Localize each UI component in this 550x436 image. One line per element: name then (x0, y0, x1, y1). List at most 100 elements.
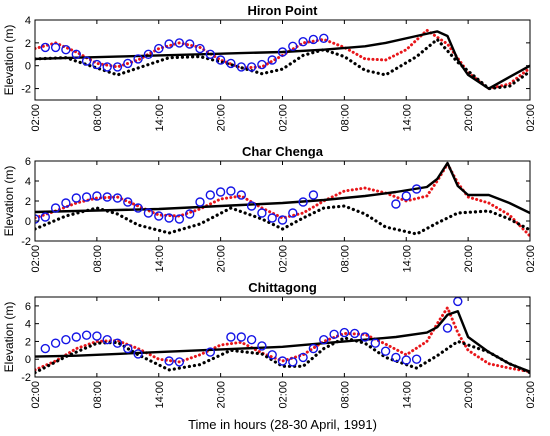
x-tick-label: 14:00 (401, 381, 413, 409)
observed-point (267, 350, 277, 360)
observed-point (308, 34, 319, 45)
observed-point (298, 352, 308, 363)
observed-point (71, 193, 82, 203)
observed-point (102, 62, 112, 72)
x-tick-label: 02:00 (30, 381, 42, 409)
x-tick-label: 20:00 (463, 245, 475, 273)
observed-point (277, 47, 288, 57)
observed-point (226, 186, 236, 196)
x-tick-label: 08:00 (339, 104, 351, 132)
x-tick-label: 08:00 (92, 381, 104, 409)
observed-point (401, 355, 411, 365)
observed-point (267, 55, 277, 65)
series-group (35, 28, 530, 91)
observed-point (277, 356, 288, 366)
observed-point (298, 37, 308, 47)
observed-point (288, 357, 298, 367)
observed-point (92, 191, 102, 201)
observed-point (339, 327, 350, 338)
observed-point (61, 198, 71, 208)
x-tick-label: 20:00 (216, 245, 228, 273)
observed-point (267, 213, 277, 223)
x-tick-label: 14:00 (154, 104, 166, 132)
observed-point (277, 215, 288, 225)
y-axis-label: Elevation (m) (2, 302, 16, 373)
observed-point (40, 42, 50, 53)
observed-point (143, 208, 154, 218)
observed-point (123, 343, 133, 354)
panel-title: Hiron Point (247, 3, 318, 18)
observed-point (92, 331, 102, 341)
y-tick-label: -2 (21, 84, 31, 96)
observed-point (319, 33, 329, 43)
x-tick-label: 08:00 (339, 381, 351, 409)
observed-point (257, 59, 267, 70)
panel-title: Char Chenga (242, 144, 324, 159)
observed-point (71, 332, 82, 342)
observed-point (411, 184, 422, 194)
chart-panel-1: Hiron Point Elevation (m) -2 0 2 4 02:00 08:00 1… (2, 3, 537, 132)
y-tick-label: 0 (25, 61, 31, 73)
y-tick-label: 4 (25, 176, 31, 188)
observed-point (154, 211, 164, 221)
observed-point (288, 41, 298, 51)
observed-point (319, 335, 329, 345)
observed-point (288, 208, 298, 218)
observed-point (236, 62, 247, 72)
observed-point (226, 332, 236, 342)
observed-point (35, 214, 40, 224)
y-tick-label: -2 (21, 372, 31, 384)
x-tick-label: 20:00 (216, 381, 228, 409)
observed-point (40, 212, 50, 222)
observed-point (164, 39, 174, 49)
observed-point (112, 193, 123, 203)
observed-point (226, 58, 236, 69)
observed-point (174, 214, 185, 224)
observed-point (246, 335, 257, 345)
observed-point (71, 49, 82, 59)
observed-point (453, 297, 463, 307)
observed-point (50, 338, 61, 348)
observed-point (102, 335, 112, 345)
observed-point (298, 197, 308, 207)
x-tick-label: 20:00 (463, 104, 475, 132)
observed-point (81, 56, 92, 66)
x-tick-label: 14:00 (401, 245, 413, 273)
chart-panel-3: Chittagong Elevation (m) -2 0 2 4 6 02:00 08:00 1… (2, 280, 537, 409)
y-tick-label: 0 (25, 216, 31, 228)
observed-point (184, 209, 195, 219)
observed-point (360, 332, 370, 342)
y-tick-label: 4 (25, 319, 31, 331)
x-tick-label: 02:00 (525, 245, 537, 273)
series-line-black-dotted (35, 204, 530, 236)
observed-point (329, 329, 339, 339)
observed-point (215, 55, 226, 65)
chart-panel-2: Char Chenga Elevation (m) -2 0 2 4 6 02:00 08:00… (2, 144, 537, 273)
y-tick-label: 2 (25, 336, 31, 348)
x-tick-label: 14:00 (154, 381, 166, 409)
x-tick-label: 02:00 (525, 381, 537, 409)
series-line-black-dotted (35, 37, 530, 91)
observed-point (246, 62, 257, 72)
observed-point (411, 354, 422, 364)
observed-point (257, 341, 267, 351)
x-tick-label: 02:00 (278, 104, 290, 132)
observed-point (236, 190, 247, 200)
series-group (35, 161, 530, 238)
y-tick-label: 2 (25, 38, 31, 50)
observed-point (257, 208, 267, 218)
series-line-red-dotted (35, 306, 530, 374)
y-tick-label: 2 (25, 196, 31, 208)
observed-point (143, 49, 154, 59)
y-axis-label: Elevation (m) (2, 166, 16, 237)
observed-point (391, 352, 401, 363)
observed-point (391, 199, 401, 209)
x-tick-label: 02:00 (278, 245, 290, 273)
x-tick-label: 02:00 (525, 104, 537, 132)
y-tick-label: 0 (25, 354, 31, 366)
y-axis-label: Elevation (m) (2, 25, 16, 96)
x-axis-label: Time in hours (28-30 April, 1991) (188, 417, 377, 432)
x-tick-label: 14:00 (401, 104, 413, 132)
y-tick-label: 6 (25, 301, 31, 313)
observed-point (123, 197, 133, 207)
